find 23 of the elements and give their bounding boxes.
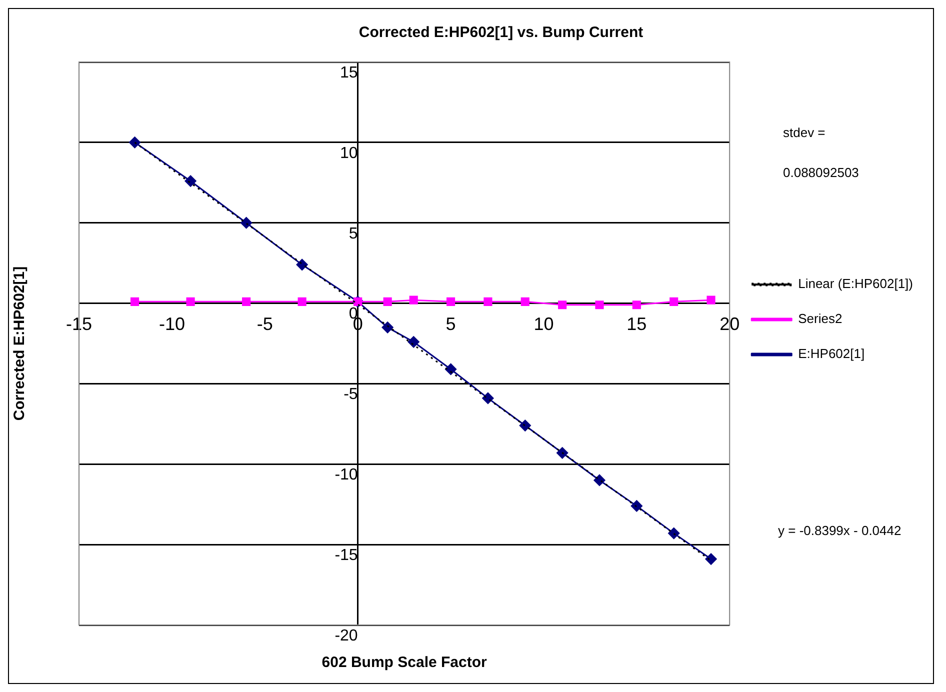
x-tick-label: 10 — [534, 314, 554, 334]
x-tick-label: 20 — [720, 314, 740, 334]
legend-label: Linear (E:HP602[1]) — [798, 276, 914, 292]
y-tick-label: -20 — [334, 627, 358, 644]
x-tick-label: 5 — [446, 314, 456, 334]
legend-label: E:HP602[1] — [798, 346, 865, 362]
text: stdev = — [783, 125, 826, 140]
y-tick-label: 5 — [348, 225, 358, 242]
y-axis-title: Corrected E:HP602[1] — [11, 266, 28, 421]
x-tick-label: 15 — [626, 314, 647, 334]
y-tick-label: -5 — [344, 386, 358, 404]
chart-title: Corrected E:HP602[1] vs. Bump Current — [358, 24, 644, 42]
text: 0.088092503 — [783, 165, 859, 180]
y-tick-label: -10 — [334, 466, 358, 484]
x-tick-label: -15 — [66, 314, 92, 334]
x-axis-title: 602 Bump Scale Factor — [322, 654, 487, 671]
text: y = -0.8399x - 0.0442 — [778, 523, 902, 538]
y-tick-label: -15 — [334, 546, 358, 564]
x-tick-label: -5 — [256, 314, 273, 334]
x-tick-label: -10 — [158, 314, 185, 334]
y-tick-label: 15 — [340, 64, 358, 82]
y-tick-label: 10 — [340, 144, 358, 162]
legend-label: Series2 — [798, 311, 842, 326]
